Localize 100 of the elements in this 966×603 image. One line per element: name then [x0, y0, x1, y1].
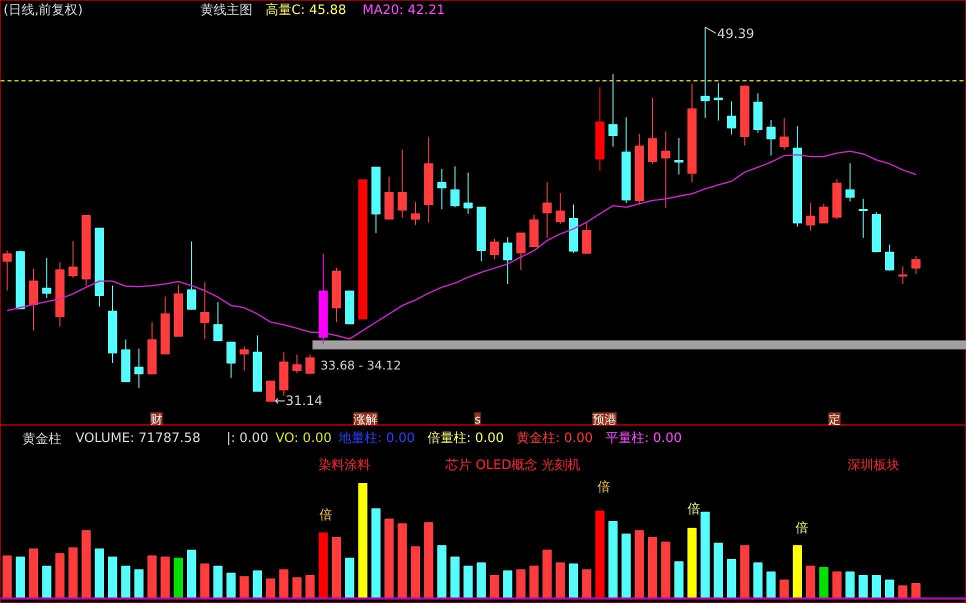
bar: [608, 520, 618, 599]
bar: [108, 556, 118, 599]
candlestick: [2, 250, 12, 292]
bar: [160, 556, 170, 599]
bar: [42, 566, 52, 599]
text: VOLUME: 71787.58: [76, 431, 200, 446]
text: 涨解: [354, 412, 378, 426]
candlestick: [490, 238, 500, 260]
bar: [424, 522, 434, 599]
bar: [806, 566, 816, 599]
candlestick: [858, 198, 868, 238]
text: 黄线主图: [200, 2, 252, 18]
candlestick: [780, 117, 789, 150]
bar: [700, 512, 710, 599]
bar: [542, 550, 552, 599]
candlestick: [240, 346, 249, 372]
bar: [582, 569, 592, 599]
bar: [186, 550, 196, 599]
bar: [398, 523, 407, 599]
bar: [55, 553, 64, 599]
candlestick: [28, 268, 38, 332]
bar: [911, 583, 921, 599]
text: 黄金柱: 0.00: [516, 431, 593, 446]
text: 地量柱: 0.00: [338, 431, 415, 446]
bar: [674, 561, 684, 599]
bar: [714, 542, 723, 599]
candlestick: [200, 282, 210, 340]
bar: [318, 532, 328, 599]
candlestick: [766, 119, 776, 156]
chart-title: (日线,前复权): [4, 3, 83, 18]
bar: [740, 545, 750, 599]
candlestick: [845, 162, 855, 202]
bar: [595, 510, 604, 599]
candlestick: [134, 348, 144, 388]
bar: [121, 566, 130, 599]
candlestick: [410, 202, 420, 226]
bar: [556, 562, 565, 599]
candlestick: [292, 354, 302, 374]
bar: [292, 577, 302, 599]
candlestick: [213, 302, 223, 342]
bar: [94, 548, 104, 599]
bar: [622, 534, 631, 599]
bar: [780, 580, 789, 599]
text: 倍量柱: 0.00: [428, 431, 504, 446]
candlestick: [266, 380, 276, 402]
candlestick: [556, 192, 565, 224]
candlestick: [661, 131, 670, 208]
bar: [437, 545, 446, 599]
bar: [661, 542, 670, 599]
bar: [503, 570, 512, 599]
candlestick: [68, 240, 78, 278]
bar: [200, 564, 210, 599]
text: 预港: [592, 412, 616, 426]
bar: [134, 569, 144, 599]
candlestick: [885, 244, 894, 272]
annotation: 49.39: [717, 27, 754, 42]
bar: [464, 566, 473, 599]
annotation: 倍: [598, 480, 610, 495]
bar: [819, 566, 828, 599]
bar: [726, 558, 736, 599]
chart-title: 黄金柱: [22, 432, 62, 447]
bar: [450, 556, 460, 599]
candlestick: [898, 266, 908, 284]
candlestick: [306, 354, 315, 374]
bar: [371, 508, 381, 599]
bar: [252, 570, 262, 599]
bar: [634, 530, 644, 599]
candlestick: [42, 257, 52, 298]
bar: [240, 576, 249, 599]
candlestick: [806, 202, 816, 231]
bar: [766, 572, 776, 599]
text: |: 0.00: [226, 431, 268, 446]
bar: [68, 547, 78, 599]
bar: [858, 575, 868, 599]
text: 深圳板块: [848, 458, 900, 473]
bar: [266, 578, 276, 599]
text: 高量C: 45.88: [266, 2, 346, 18]
candlestick: [437, 168, 446, 210]
bar: [898, 585, 908, 599]
annotation: 倍: [688, 502, 700, 517]
text: s: [474, 412, 481, 426]
bar: [490, 575, 500, 599]
candlestick: [582, 222, 592, 254]
band-label: 33.68 - 34.12: [320, 358, 402, 372]
bar: [832, 572, 842, 599]
candlestick: [542, 182, 552, 238]
text: VO: 0.00: [276, 431, 332, 446]
candlestick: [450, 166, 460, 208]
bar: [872, 575, 882, 599]
candlestick: [608, 73, 618, 148]
bar: [476, 562, 486, 599]
bar: [845, 572, 855, 599]
candlestick: [714, 82, 723, 122]
bar: [213, 566, 223, 599]
bar: [529, 566, 539, 599]
bar: [28, 548, 38, 599]
text: 芯片 OLED概念 光刻机: [444, 458, 580, 473]
bar: [82, 530, 91, 599]
bar: [410, 546, 420, 599]
text: 染料涂料: [318, 458, 370, 473]
